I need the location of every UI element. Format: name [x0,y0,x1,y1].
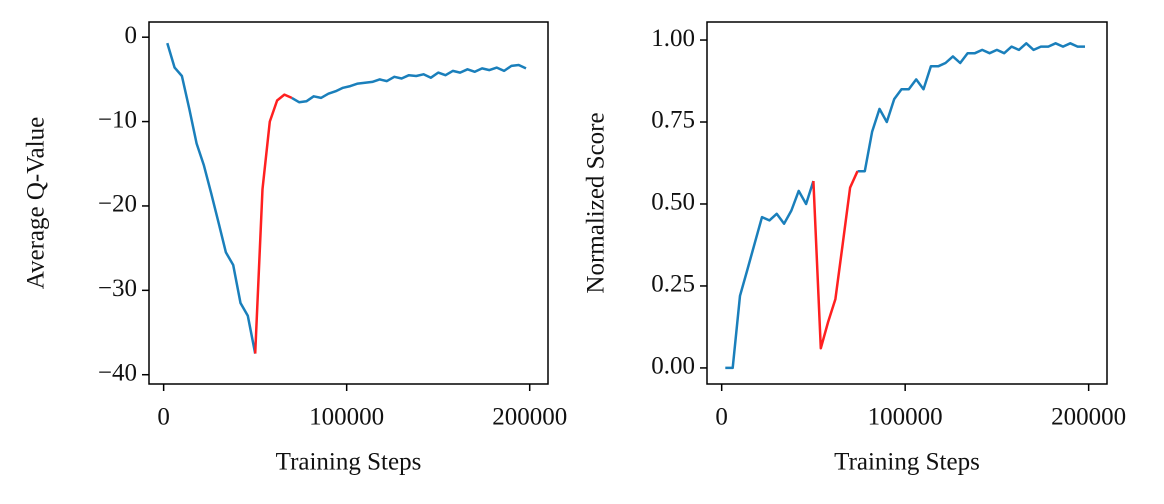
plot-frame [148,21,549,385]
y-tick-label: 0.75 [651,107,695,134]
x-tick-label: 100000 [868,404,943,431]
y-tick-label: −30 [98,275,137,302]
y-tick-label: 1.00 [651,25,695,52]
line-series [253,93,293,354]
y-tick-label: 0 [125,22,138,49]
line-series [725,42,1085,370]
plot-frame [706,21,1108,385]
line-series [812,170,859,350]
y-axis-label: Average Q-Value [23,117,50,289]
y-tick-label: −10 [98,106,137,133]
x-tick-label: 0 [157,404,170,431]
y-tick-label: 0.25 [651,271,695,298]
y-axis-label: Normalized Score [583,112,610,293]
x-tick-label: 200000 [492,404,567,431]
y-tick-label: −20 [98,191,137,218]
x-axis-label: Training Steps [834,449,980,476]
y-tick-label: 0.00 [651,353,695,380]
y-tick-label: 0.50 [651,189,695,216]
x-tick-label: 200000 [1051,404,1126,431]
x-tick-label: 0 [715,404,728,431]
x-axis-label: Training Steps [276,449,422,476]
line-series [166,42,527,354]
y-tick-label: −40 [98,359,137,386]
x-tick-label: 100000 [309,404,384,431]
